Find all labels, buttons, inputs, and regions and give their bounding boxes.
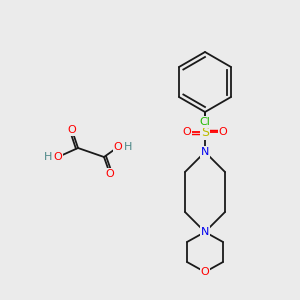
- Text: N: N: [201, 147, 209, 157]
- Text: H: H: [44, 152, 52, 162]
- Text: O: O: [54, 152, 62, 162]
- Text: O: O: [106, 169, 114, 179]
- Text: S: S: [201, 125, 209, 139]
- Text: N: N: [201, 227, 209, 237]
- Text: O: O: [68, 125, 76, 135]
- Text: O: O: [183, 127, 191, 137]
- Text: O: O: [114, 142, 122, 152]
- Text: Cl: Cl: [200, 117, 210, 127]
- Text: O: O: [219, 127, 227, 137]
- Text: O: O: [201, 267, 209, 277]
- Text: H: H: [124, 142, 132, 152]
